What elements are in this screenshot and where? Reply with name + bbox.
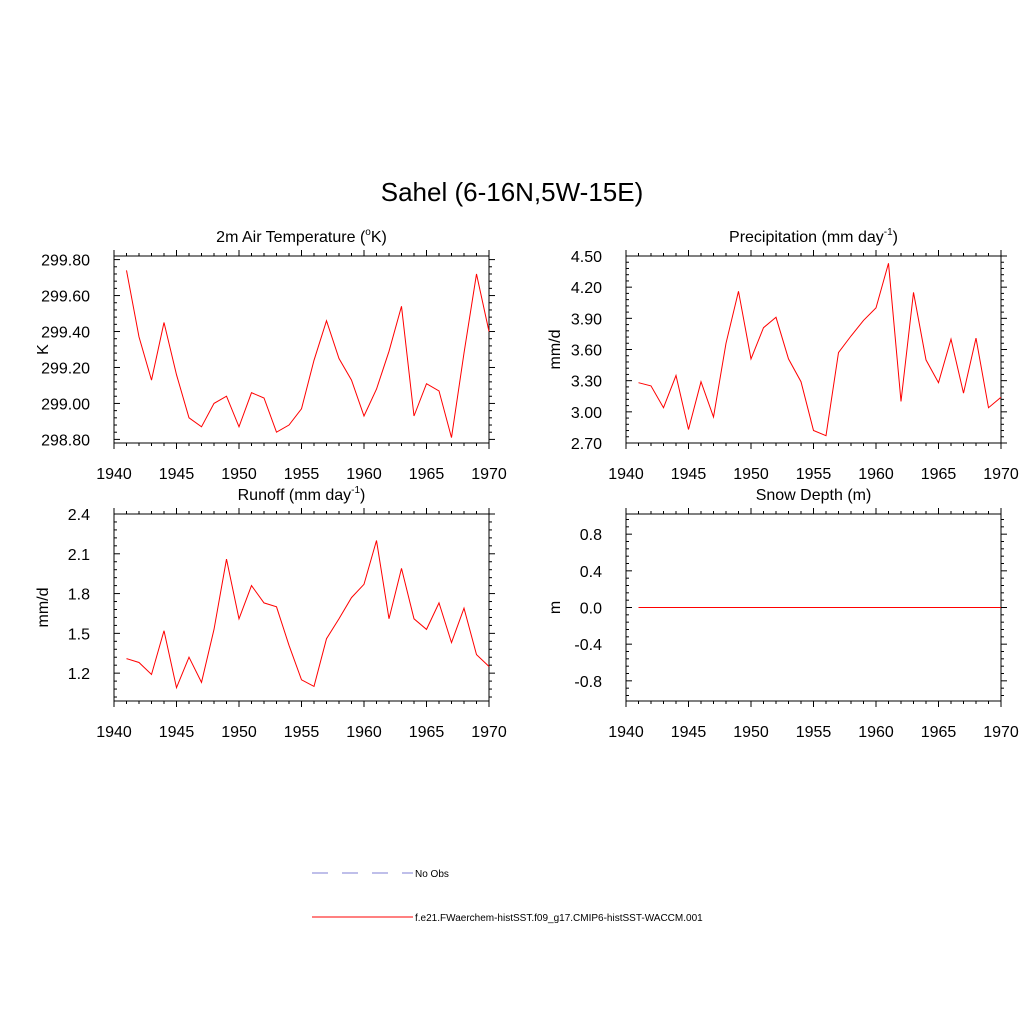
plot-frame [625, 255, 1002, 444]
y-tick-label: 3.60 [571, 343, 602, 360]
panel-title: Precipitation (mm day-1) [729, 227, 898, 246]
y-tick-label: 2.1 [68, 547, 90, 564]
legend-label-no-obs: No Obs [415, 869, 449, 880]
y-tick-label: 3.00 [571, 405, 602, 422]
y-tick-label: 299.80 [41, 253, 90, 270]
x-tick-label: 1965 [921, 724, 957, 741]
y-axis-label: mm/d [547, 330, 564, 370]
x-tick-label: 1965 [409, 724, 445, 741]
y-tick-label: 0.4 [580, 564, 602, 581]
y-tick-label: 299.60 [41, 289, 90, 306]
legend-entry-model: f.e21.FWaerchem-histSST.f09_g17.CMIP6-hi… [312, 913, 703, 924]
y-tick-label: 0.8 [580, 527, 602, 544]
x-tick-label: 1960 [346, 466, 382, 483]
panel-3: Runoff (mm day-1) mm/d 1940 1945 1950 1955 196… [35, 485, 507, 741]
x-tick-label: 1960 [858, 724, 894, 741]
panel-title: Snow Depth (m) [756, 487, 872, 504]
legend-label-model: f.e21.FWaerchem-histSST.f09_g17.CMIP6-hi… [415, 913, 703, 924]
series-line [638, 263, 1002, 437]
plot-frame [113, 513, 490, 702]
y-tick-label: 298.80 [41, 432, 90, 449]
x-tick-label: 1940 [96, 466, 132, 483]
x-tick-label: 1960 [346, 724, 382, 741]
panel-4: Snow Depth (m) m 1940 1945 1950 1955 1960 1965 1… [547, 487, 1019, 741]
x-tick-label: 1950 [733, 724, 769, 741]
panel-title: 2m Air Temperature (oK) [216, 227, 387, 246]
panels: 2m Air Temperature (oK) K 1940 1945 1950 1955… [35, 227, 1019, 741]
x-tick-label: 1940 [608, 466, 644, 483]
x-tick-label: 1960 [858, 466, 894, 483]
x-tick-label: 1955 [284, 724, 320, 741]
x-tick-label: 1955 [284, 466, 320, 483]
y-axis-label: mm/d [35, 588, 52, 628]
x-tick-label: 1945 [159, 466, 195, 483]
x-tick-label: 1950 [221, 724, 257, 741]
x-tick-label: 1965 [409, 466, 445, 483]
x-tick-label: 1950 [733, 466, 769, 483]
y-tick-label: 4.50 [571, 249, 602, 266]
y-tick-label: 0.0 [580, 601, 602, 618]
y-tick-label: 299.20 [41, 360, 90, 377]
y-tick-label: -0.4 [574, 637, 602, 654]
x-tick-label: 1945 [159, 724, 195, 741]
y-tick-label: 1.5 [68, 626, 90, 643]
figure-title: Sahel (6-16N,5W-15E) [381, 177, 644, 207]
x-tick-label: 1955 [796, 724, 832, 741]
x-tick-label: 1970 [983, 466, 1019, 483]
y-tick-label: 3.30 [571, 374, 602, 391]
y-tick-label: 299.40 [41, 325, 90, 342]
y-tick-label: 2.70 [571, 436, 602, 453]
x-tick-label: 1945 [671, 724, 707, 741]
legend: No Obs f.e21.FWaerchem-histSST.f09_g17.C… [312, 869, 703, 924]
legend-entry-no-obs: No Obs [312, 869, 449, 880]
panel-1: 2m Air Temperature (oK) K 1940 1945 1950 1955… [35, 227, 507, 483]
y-tick-label: 2.4 [68, 507, 90, 524]
y-tick-label: 1.8 [68, 587, 90, 604]
x-tick-label: 1970 [983, 724, 1019, 741]
x-tick-label: 1955 [796, 466, 832, 483]
x-tick-label: 1940 [96, 724, 132, 741]
y-tick-label: 4.20 [571, 280, 602, 297]
x-tick-label: 1970 [471, 466, 507, 483]
panel-2: Precipitation (mm day-1) mm/d 1940 1945 1950… [547, 227, 1019, 483]
series-line [126, 270, 490, 438]
y-tick-label: 1.2 [68, 666, 90, 683]
x-tick-label: 1970 [471, 724, 507, 741]
y-axis-label: m [547, 601, 564, 614]
y-tick-label: -0.8 [574, 674, 602, 691]
x-tick-label: 1965 [921, 466, 957, 483]
x-tick-label: 1950 [221, 466, 257, 483]
x-tick-label: 1940 [608, 724, 644, 741]
x-tick-label: 1945 [671, 466, 707, 483]
series-line [126, 540, 490, 690]
panel-title: Runoff (mm day-1) [238, 485, 366, 504]
y-axis-label: K [35, 344, 52, 355]
y-tick-label: 299.00 [41, 396, 90, 413]
y-tick-label: 3.90 [571, 311, 602, 328]
